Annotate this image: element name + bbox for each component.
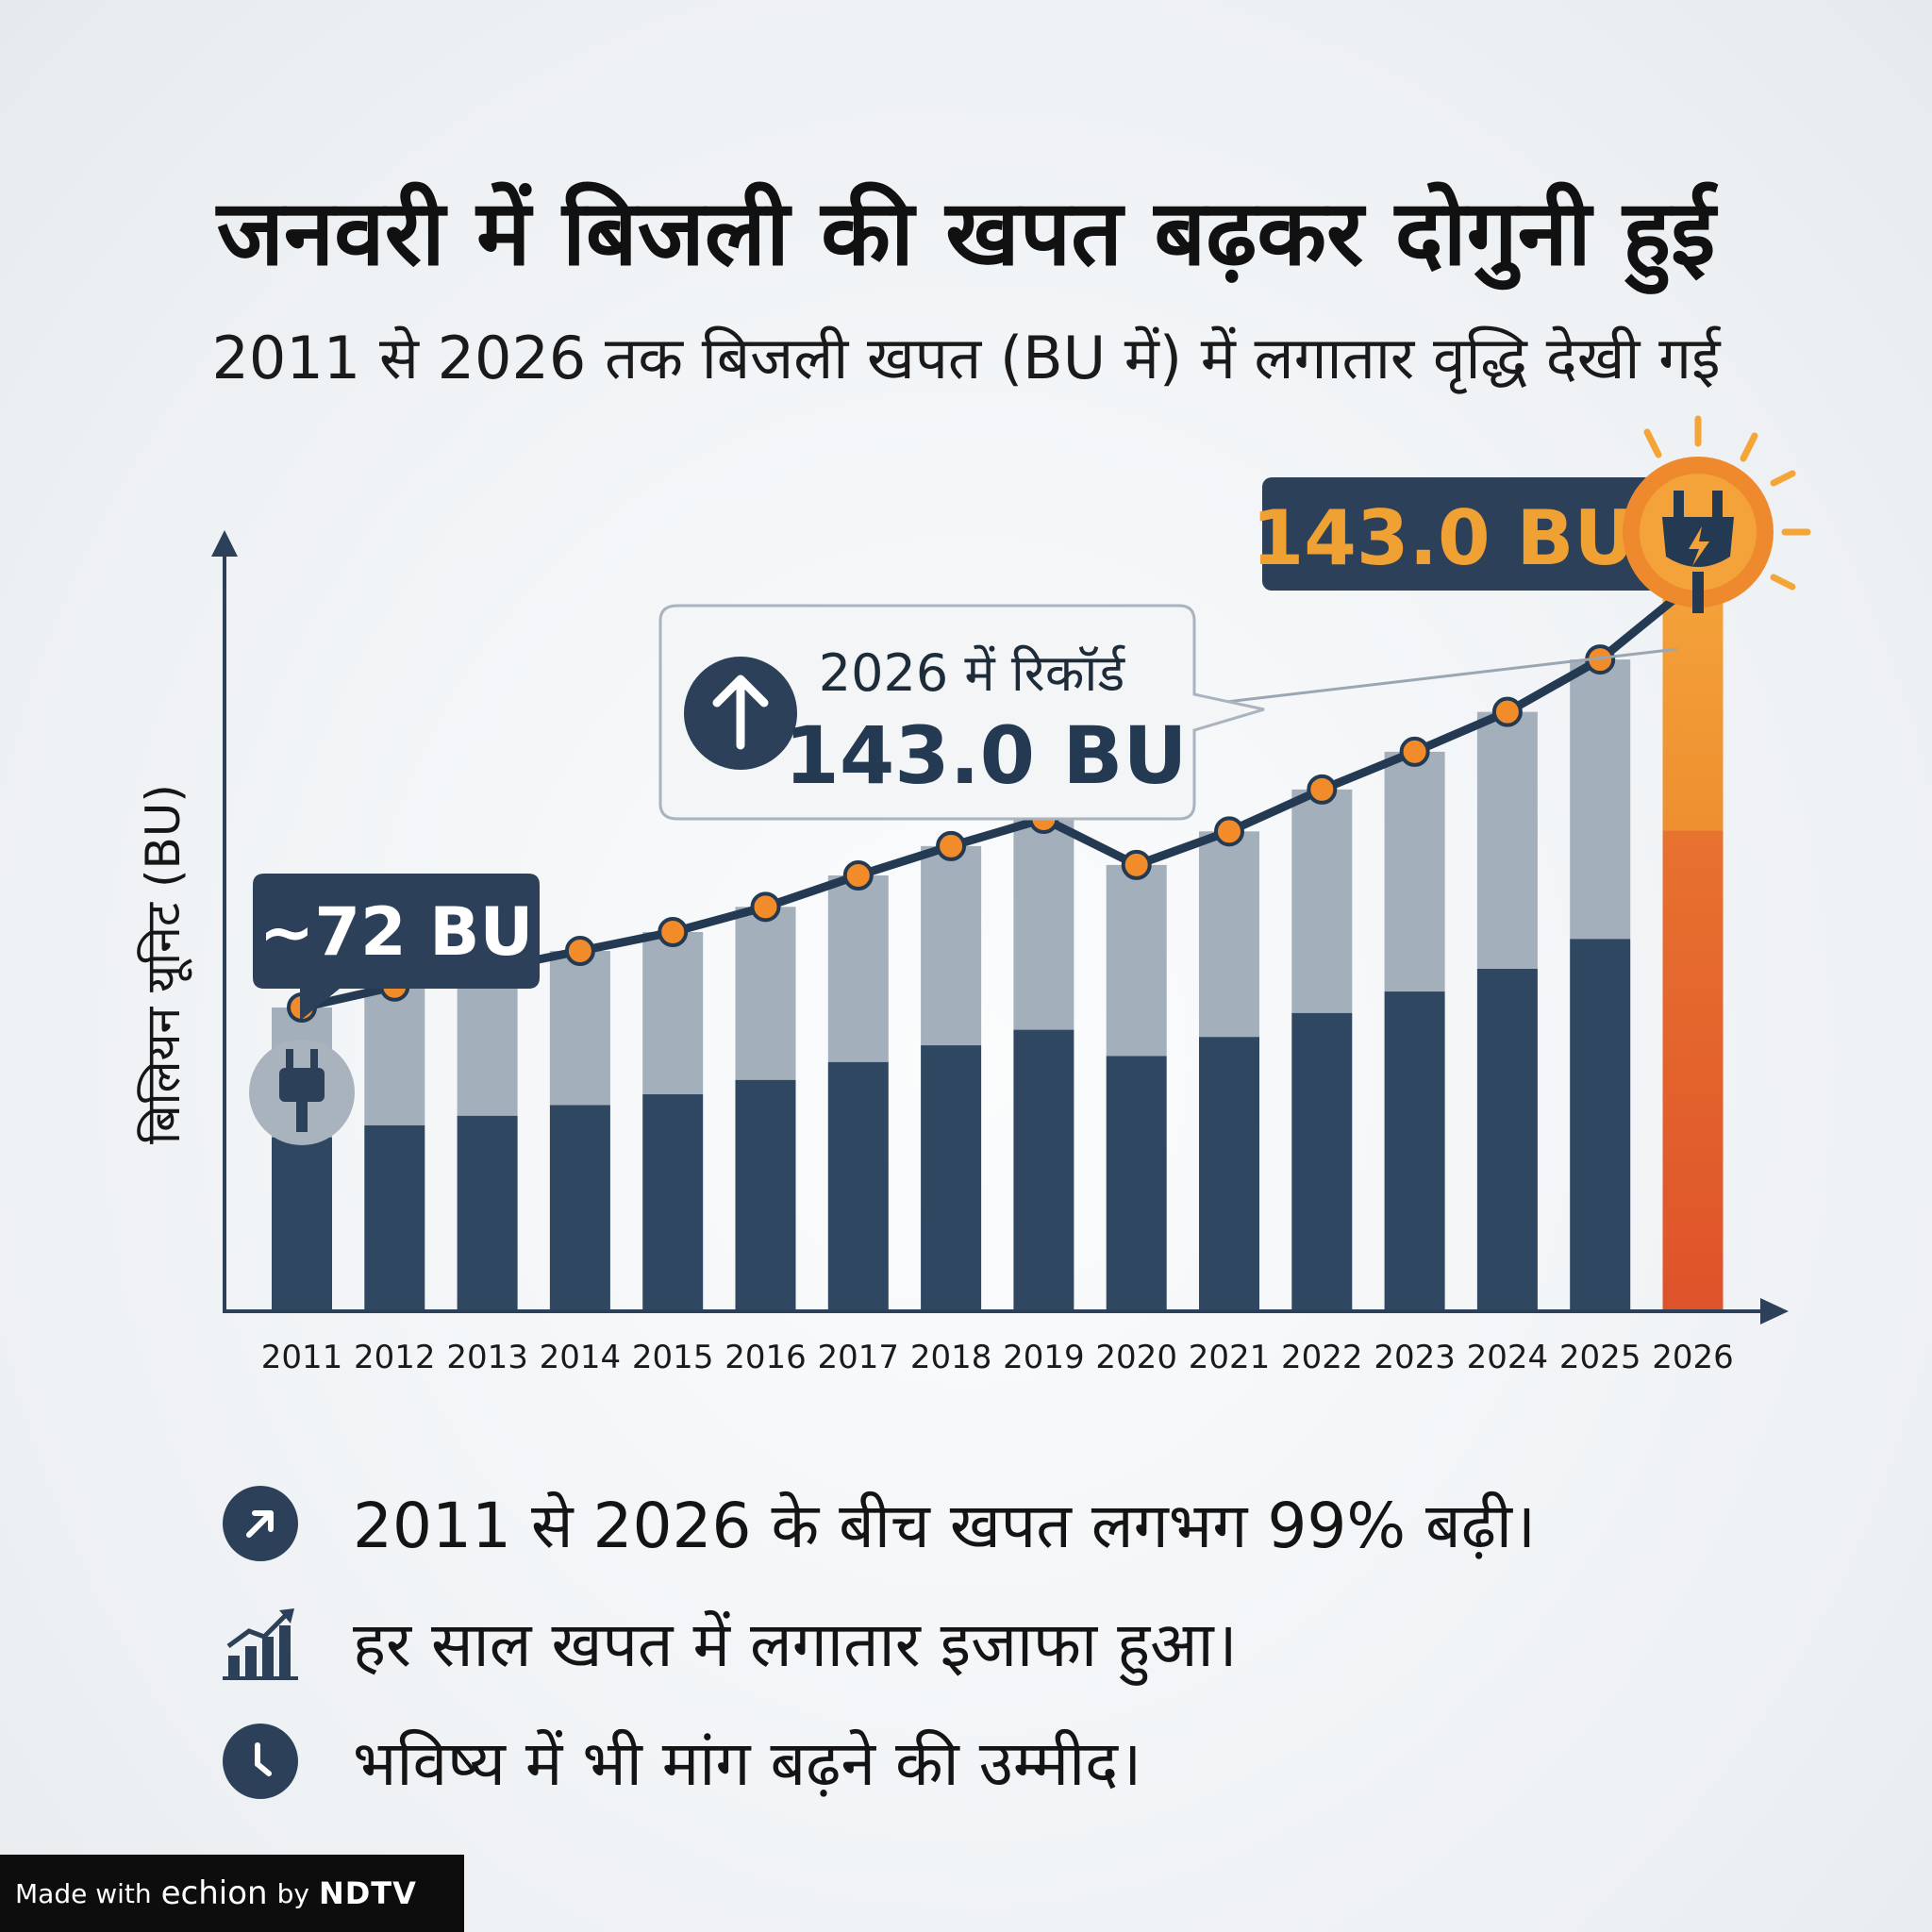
- bar-2013-upper: [457, 970, 518, 1116]
- x-tick-2019: 2019: [1003, 1339, 1085, 1376]
- plug-icon-start: [249, 1040, 355, 1145]
- x-tick-2023: 2023: [1374, 1339, 1456, 1376]
- arrow-up-right-icon: [223, 1486, 298, 1561]
- x-tick-2025: 2025: [1559, 1339, 1641, 1376]
- record-line1: 2026 में रिकॉर्ड: [819, 643, 1126, 703]
- x-tick-2022: 2022: [1281, 1339, 1363, 1376]
- bar-2015-lower: [642, 1094, 704, 1309]
- axes-layer: बिलियन यूनिट (BU): [136, 530, 1789, 1324]
- bar-2016-lower: [735, 1079, 796, 1309]
- top-value-label: 143.0 BU: [1252, 494, 1636, 582]
- bar-2012-lower: [364, 1124, 425, 1309]
- x-tick-2015: 2015: [632, 1339, 714, 1376]
- bar-2018-lower: [921, 1045, 982, 1309]
- bar-chart-growth-icon: [223, 1605, 298, 1680]
- bar-2023-lower: [1384, 991, 1445, 1309]
- bar-2017-lower: [827, 1061, 889, 1309]
- bullet-growth: 2011 से 2026 के बीच खपत लगभग 99% बढ़ी।: [223, 1481, 1536, 1566]
- bar-2024-upper: [1476, 711, 1538, 969]
- marker-2020: [1121, 849, 1152, 880]
- bar-2025-lower: [1570, 939, 1631, 1309]
- x-tick-labels: 2011 2012 2013 2014 2015 2016 2017 2018 2019 2020…: [261, 1339, 1734, 1376]
- bar-2021-lower: [1199, 1037, 1259, 1309]
- x-tick-2011: 2011: [261, 1339, 343, 1376]
- marker-2014: [564, 936, 595, 966]
- bullet-yearly: हर साल खपत में लगातार इजाफा हुआ।: [223, 1600, 1238, 1685]
- footer-credit: Made with echion by NDTV: [0, 1855, 464, 1932]
- x-tick-2014: 2014: [540, 1339, 622, 1376]
- bars-layer: [272, 584, 1724, 1309]
- clock-icon: [223, 1724, 298, 1799]
- bar-2024-lower: [1476, 969, 1538, 1309]
- x-tick-2026: 2026: [1652, 1339, 1734, 1376]
- record-callout: 2026 में रिकॉर्ड 143.0 BU: [658, 604, 1678, 821]
- bar-2014-upper: [549, 951, 610, 1106]
- x-tick-2017: 2017: [818, 1339, 900, 1376]
- x-tick-2013: 2013: [446, 1339, 528, 1376]
- x-tick-2016: 2016: [724, 1339, 807, 1376]
- bar-2019-upper: [1013, 819, 1074, 1030]
- arrow-up-icon: [684, 657, 797, 770]
- bullet-text-growth: 2011 से 2026 के बीच खपत लगभग 99% बढ़ी।: [353, 1490, 1536, 1562]
- start-value-label: ~72 BU: [259, 893, 534, 971]
- bar-2018-upper: [921, 845, 982, 1046]
- x-tick-2012: 2012: [354, 1339, 436, 1376]
- x-tick-2018: 2018: [910, 1339, 992, 1376]
- marker-2018: [936, 830, 967, 861]
- line-layer: [287, 569, 1708, 1023]
- bar-2022-upper: [1291, 789, 1353, 1013]
- glowing-plug-icon: [1623, 415, 1811, 613]
- marker-2017: [842, 860, 874, 891]
- bar-2022-lower: [1291, 1012, 1353, 1309]
- bar-2025-upper: [1570, 659, 1631, 940]
- bar-2020-upper: [1106, 864, 1167, 1057]
- x-tick-2020: 2020: [1095, 1339, 1177, 1376]
- bar-2016-upper: [735, 907, 796, 1080]
- marker-2015: [658, 917, 689, 947]
- bullet-text-yearly: हर साल खपत में लगातार इजाफा हुआ।: [353, 1608, 1238, 1681]
- page-subtitle: 2011 से 2026 तक बिजली खपत (BU में) में ल…: [211, 324, 1721, 392]
- x-axis-arrow: [1760, 1298, 1789, 1324]
- top-value-badge: 143.0 BU: [1252, 477, 1706, 591]
- marker-2024: [1491, 696, 1523, 727]
- record-line2: 143.0 BU: [784, 709, 1187, 802]
- footer-by: by: [276, 1877, 309, 1909]
- bar-2021-upper: [1199, 831, 1259, 1038]
- marker-2022: [1307, 774, 1338, 805]
- bar-2023-upper: [1384, 751, 1445, 992]
- marker-2016: [750, 891, 781, 923]
- x-tick-2021: 2021: [1189, 1339, 1271, 1376]
- footer-brand: echion: [160, 1874, 268, 1912]
- bar-2012-upper: [364, 986, 425, 1125]
- footer-prefix: Made with: [15, 1877, 152, 1909]
- bar-2015-upper: [642, 932, 704, 1094]
- marker-2021: [1214, 816, 1244, 847]
- bar-2020-lower: [1106, 1056, 1167, 1309]
- page-title: जनवरी में बिजली की खपत बढ़कर दोगुनी हुई: [216, 180, 1716, 286]
- footer-partner: NDTV: [318, 1875, 417, 1911]
- bar-2026-upper: [1662, 584, 1724, 831]
- start-value-callout: ~72 BU: [253, 874, 540, 1021]
- consumption-chart: बिलियन यूनिट (BU) 2011 2012 2013 2014 2015 20…: [136, 415, 1811, 1376]
- bar-2026-lower: [1662, 830, 1724, 1309]
- y-axis-arrow: [211, 530, 238, 557]
- bar-2011-lower: [272, 1137, 332, 1309]
- x-tick-2024: 2024: [1467, 1339, 1549, 1376]
- bar-2014-lower: [549, 1105, 610, 1309]
- bar-2013-lower: [457, 1115, 518, 1309]
- bar-2017-upper: [827, 875, 889, 1062]
- bullet-text-future: भविष्य में भी मांग बढ़ने की उम्मीद।: [353, 1727, 1142, 1800]
- y-axis-label: बिलियन यूनिट (BU): [136, 784, 192, 1144]
- bullet-future: भविष्य में भी मांग बढ़ने की उम्मीद।: [223, 1719, 1141, 1804]
- marker-2023: [1399, 736, 1430, 767]
- bar-2019-lower: [1013, 1029, 1074, 1309]
